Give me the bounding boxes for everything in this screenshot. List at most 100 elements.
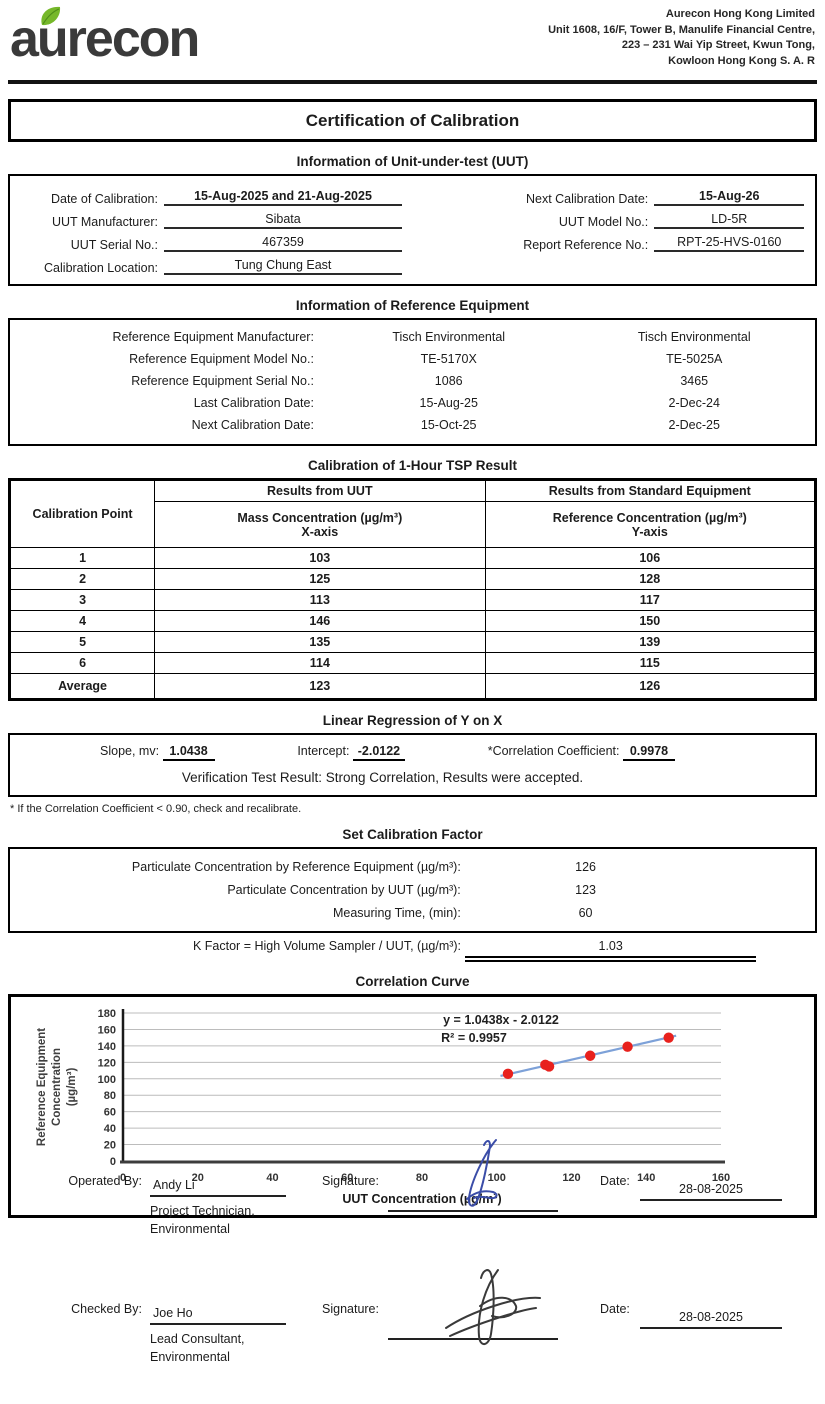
chart-point [622,1041,633,1052]
signatory-title-line: Project Technician, [150,1204,255,1218]
x-tick-label: 140 [637,1172,655,1184]
chart-point [543,1061,555,1072]
calibration-factor-row: Particulate Concentration by Reference E… [10,855,815,878]
date-column: 28-08-2025 [640,1310,782,1329]
x-tick-label: 80 [416,1172,428,1184]
reference-section-title: Information of Reference Equipment [295,298,530,313]
verification-label: Verification Test Result: [181,770,322,785]
tsp-point-cell: 4 [8,610,156,632]
regression-section-title: Linear Regression of Y on X [322,713,503,728]
leaf-icon [41,6,61,26]
tsp-ref-value-cell: 115 [484,652,817,674]
y-tick-label: 180 [98,1008,116,1020]
tsp-std-axis-label: Y-axis [631,524,668,539]
document-title-box: Certification of Calibration [8,99,817,142]
reference-row: Last Calibration Date: 15-Aug-25 2-Dec-24 [10,392,815,414]
uut-field-row: UUT Serial No.: 467359 [14,229,476,252]
table-row: 4 146 150 [8,610,817,632]
y-tick-label: 80 [104,1090,116,1102]
reference-row-label: Reference Equipment Serial No.: [131,374,314,388]
table-row: 1 103 106 [8,547,817,569]
page-header: aurecon Aurecon Hong Kong Limited Unit 1… [0,0,825,80]
correlation-item: *Correlation Coefficient: 0.9978 [488,744,675,761]
field-label: Report Reference No.: [523,238,649,252]
calibration-factor-value: 123 [575,882,596,897]
x-axis-label: UUT Concentration (µg/m³) [342,1192,501,1206]
chart-equation: y = 1.0438x - 2.0122 [443,1013,559,1027]
signature-role-label: Operated By: [68,1174,142,1188]
calibration-factor-row: Measuring Time, (min): 60 [10,901,815,924]
address-line: 223 – 231 Wai Yip Street, Kwun Tong, [621,39,815,51]
correlation-footnote: * If the Correlation Coefficient < 0.90,… [10,803,302,815]
y-tick-label: 0 [110,1156,116,1168]
reference-row-value-1: 15-Oct-25 [420,418,477,432]
field-label: Next Calibration Date: [525,192,649,206]
signature-name-column: Andy Li Project Technician, Environmental [150,1178,286,1238]
uut-field-row: UUT Model No.: LD-5R [476,206,811,229]
field-value: 467359 [164,235,402,252]
document-title: Certification of Calibration [305,110,520,130]
signatory-name: Joe Ho [150,1306,286,1325]
correlation-label: *Correlation Coefficient: [487,744,620,758]
tsp-uut-value-cell: 113 [154,589,486,611]
y-tick-label: 140 [98,1041,116,1053]
y-tick-label: 100 [98,1074,116,1086]
tsp-point-cell: 5 [8,631,156,653]
regression-values-row: Slope, mv: 1.0438 Intercept: -2.0122 *Co… [30,744,795,761]
field-label: UUT Manufacturer: [51,215,158,229]
chart-point [502,1068,514,1080]
x-tick-label: 60 [341,1172,353,1184]
tsp-ref-value-cell: 126 [484,673,817,700]
correlation-value: 0.9978 [622,744,675,761]
signature-label: Signature: [322,1302,379,1316]
reference-row-value-2: Tisch Environmental [637,330,751,344]
tsp-point-cell: 1 [8,547,156,569]
uut-info-left-column: Date of Calibration: 15-Aug-2025 and 21-A… [14,183,476,275]
uut-info-box: Date of Calibration: 15-Aug-2025 and 21-A… [8,174,817,286]
field-label: UUT Serial No.: [70,238,158,252]
field-label: Calibration Location: [44,261,158,275]
correlation-curve-chart: 0 20 40 60 80 100 120 140 160 180 0 20 40 60 80 100 120 1… [8,994,817,1218]
y-tick-label: 160 [98,1024,116,1036]
y-tick-label: 120 [98,1057,116,1069]
tsp-point-cell: Average [8,673,156,700]
tsp-uut-group-header: Results from UUT [154,479,486,502]
table-row: 2 125 128 [8,568,817,590]
calibration-factor-row: Particulate Concentration by UUT (µg/m³)… [10,878,815,901]
calibration-factor-section-title: Set Calibration Factor [342,827,483,842]
tsp-uut-axis-label: X-axis [301,524,339,539]
uut-field-row: UUT Manufacturer: Sibata [14,206,476,229]
address-line: Kowloon Hong Kong S. A. R [668,54,815,67]
k-factor-value: 1.03 [465,937,757,962]
reference-row: Next Calibration Date: 15-Oct-25 2-Dec-25 [10,414,815,436]
address-line: Unit 1608, 16/F, Tower B, Manulife Finan… [548,23,815,36]
verification-row: Verification Test Result: Strong Correla… [30,770,795,785]
date-label: Date: [600,1174,630,1188]
date-column: 28-08-2025 [640,1182,782,1201]
field-value: 15-Aug-2025 and 21-Aug-2025 [164,189,402,206]
company-address: Aurecon Hong Kong Limited Unit 1608, 16/… [548,7,815,69]
tsp-std-subheader-cell: Reference Concentration (µg/m³) Y-axis [484,501,817,548]
slope-value: 1.0438 [162,744,215,761]
reference-info-box: Reference Equipment Manufacturer: Tisch E… [8,318,817,446]
reference-row: Reference Equipment Model No.: TE-5170X TE… [10,348,815,370]
uut-field-row: Next Calibration Date: 15-Aug-26 [476,183,811,206]
reference-row-label: Reference Equipment Manufacturer: [112,330,314,344]
signature-block: Checked By: Joe Ho Lead Consultant, Environ… [0,1269,825,1404]
intercept-value: -2.0122 [352,744,405,761]
tsp-ref-value-cell: 117 [484,589,817,611]
k-factor-label: K Factor = High Volume Sampler / UUT, (µ… [192,939,462,953]
header-rule [8,80,817,84]
calibration-factor-value: 60 [578,905,593,920]
signatory-title-line: Lead Consultant, [150,1332,245,1346]
slope-item: Slope, mv: 1.0438 [100,744,215,761]
tsp-std-group-header: Results from Standard Equipment [484,479,817,502]
field-label: Date of Calibration: [50,192,158,206]
reference-row: Reference Equipment Manufacturer: Tisch E… [10,326,815,348]
table-row: 3 113 117 [8,589,817,611]
intercept-item: Intercept: -2.0122 [297,744,405,761]
chart-section-title: Correlation Curve [355,974,470,989]
signatory-title: Project Technician, Environmental [150,1202,286,1238]
field-value: LD-5R [654,212,805,229]
chart-r-squared: R² = 0.9957 [441,1031,507,1045]
